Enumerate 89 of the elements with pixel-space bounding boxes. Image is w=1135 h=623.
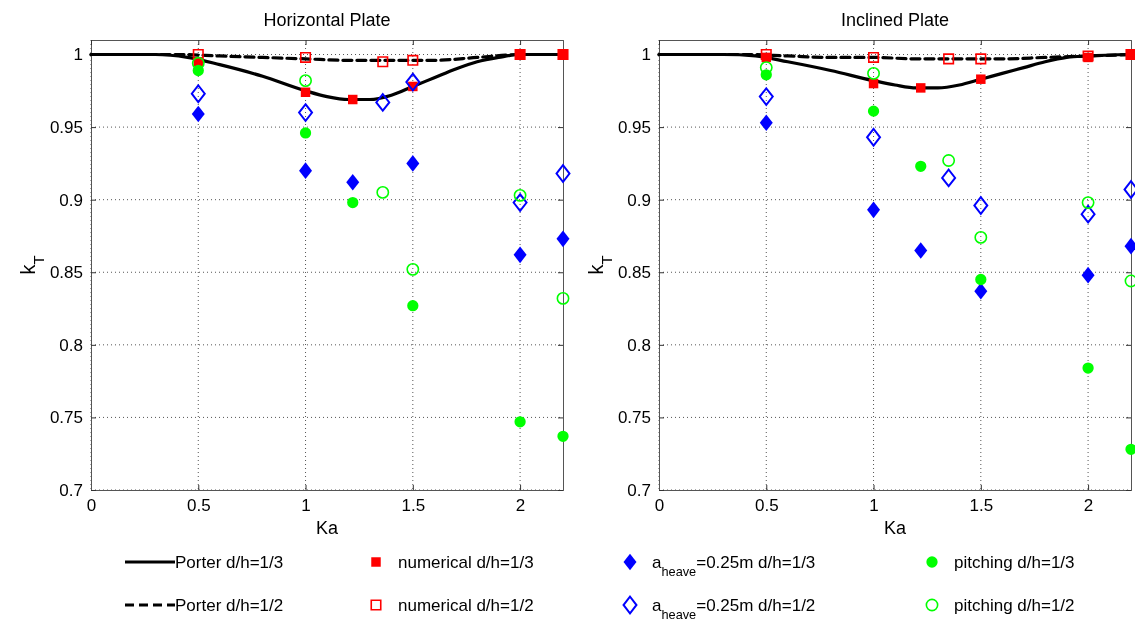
point: [867, 201, 881, 219]
point: [406, 262, 420, 276]
point: [758, 87, 774, 106]
point: [407, 300, 419, 312]
legend-label: pitching d/h=1/2: [954, 596, 1075, 615]
point: [300, 51, 312, 63]
y-tick-label: 0.75: [617, 408, 651, 428]
point: [555, 164, 571, 183]
x-tick-label: 2: [1083, 496, 1094, 516]
x-tick-label: 1: [869, 496, 879, 516]
point: [346, 173, 360, 191]
point: [192, 48, 204, 61]
point: [976, 74, 986, 84]
point: [405, 72, 421, 92]
y-tick-label: 0.75: [49, 408, 83, 428]
point: [974, 282, 988, 300]
point: [1081, 266, 1095, 284]
point: [299, 162, 313, 179]
point: [556, 230, 570, 248]
point: [941, 168, 957, 188]
y-tick-label: 0.7: [627, 480, 651, 500]
y-tick-label: 0.85: [617, 263, 651, 283]
legend-label: numerical d/h=1/3: [398, 553, 534, 572]
point: [376, 185, 390, 199]
legend-label: pitching d/h=1/3: [954, 553, 1075, 572]
point: [914, 242, 928, 259]
point: [867, 105, 880, 117]
x-axis-title: Ka: [883, 518, 907, 538]
point: [377, 56, 389, 68]
point: [943, 53, 955, 65]
y-tick-label: 0.9: [627, 190, 651, 210]
legend-label: a$_{heave}$=0.25m d/h=1/2: [652, 596, 816, 622]
legend-label: numerical d/h=1/2: [398, 596, 534, 615]
point: [557, 430, 569, 442]
y-tick-label: 1: [641, 45, 651, 65]
y-tick-label: 0.8: [627, 335, 651, 355]
point: [299, 74, 312, 88]
point: [298, 103, 313, 122]
point: [513, 246, 527, 264]
x-tick-label: 0.5: [754, 496, 779, 516]
x-tick-label: 2: [515, 496, 526, 516]
point: [973, 196, 989, 215]
point: [299, 127, 312, 139]
point: [942, 154, 956, 167]
point: [759, 114, 773, 132]
legend-label: Porter d/h=1/2: [175, 596, 284, 615]
point: [406, 155, 420, 172]
point: [348, 94, 358, 105]
point: [867, 66, 880, 80]
point: [974, 230, 988, 244]
point: [190, 84, 206, 103]
x-tick-label: 0: [654, 496, 665, 516]
point: [375, 93, 391, 112]
point: [866, 128, 881, 147]
x-axis-title: Ka: [315, 518, 339, 538]
point: [512, 193, 528, 212]
point: [513, 188, 527, 202]
point: [556, 291, 570, 305]
x-tick-label: 1.5: [969, 496, 994, 516]
y-tick-label: 0.9: [59, 190, 83, 210]
x-tick-label: 0: [86, 496, 97, 516]
point: [191, 105, 205, 123]
point: [975, 53, 987, 65]
point: [347, 196, 359, 209]
y-tick-label: 0.95: [49, 118, 83, 138]
point: [514, 416, 526, 428]
chart-title: Inclined Plate: [840, 10, 950, 30]
y-tick-label: 0.8: [59, 335, 83, 355]
y-tick-label: 0.7: [59, 480, 83, 500]
point: [1080, 204, 1096, 224]
x-tick-label: 1.5: [401, 496, 426, 516]
legend-label: a$_{heave}$=0.25m d/h=1/3: [652, 553, 816, 579]
y-tick-label: 0.95: [617, 118, 651, 138]
y-tick-label: 1: [73, 45, 83, 65]
point: [868, 51, 880, 63]
point: [1082, 362, 1094, 374]
point: [975, 273, 987, 286]
legend-label: Porter d/h=1/3: [175, 553, 284, 572]
point: [300, 87, 311, 97]
point: [915, 160, 927, 172]
point: [1125, 443, 1135, 455]
y-tick-label: 0.85: [49, 263, 83, 283]
point: [1081, 196, 1095, 210]
point: [916, 83, 926, 93]
x-tick-label: 0.5: [186, 496, 211, 516]
x-tick-label: 1: [301, 496, 311, 516]
point: [407, 54, 419, 66]
point: [760, 48, 772, 61]
chart-title: Horizontal Plate: [263, 10, 391, 30]
